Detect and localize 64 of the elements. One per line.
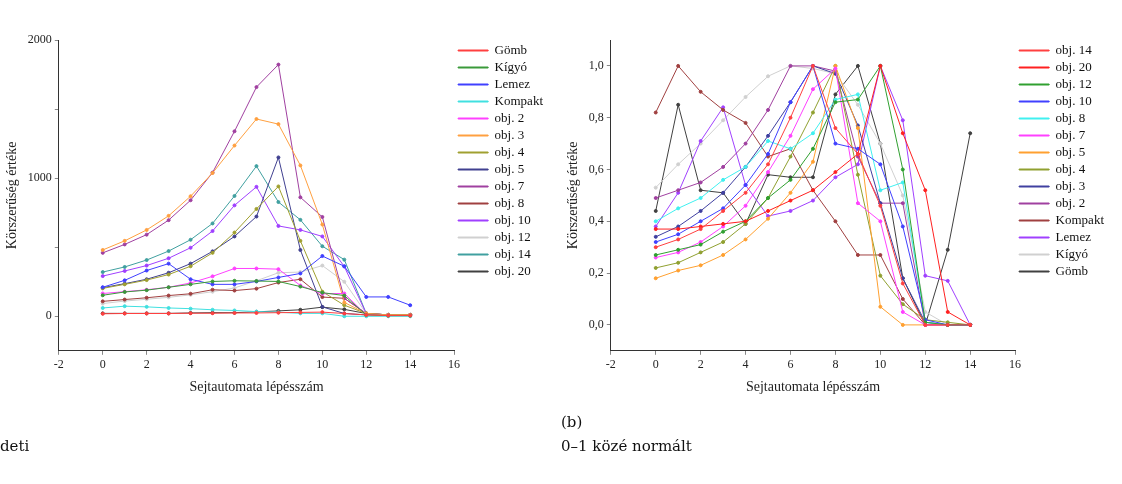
legend-label: obj. 5	[494, 160, 525, 176]
legend-label: obj. 20	[1055, 58, 1092, 74]
x-tick-label: 10	[874, 357, 887, 372]
x-tick-label: 16	[448, 357, 461, 372]
y-tick-label: 1,0	[588, 58, 604, 73]
legend-label: Kompakt	[494, 92, 544, 108]
x-tick-label: 8	[832, 357, 839, 372]
x-tick-label: 8	[275, 357, 282, 372]
x-tick-label: 10	[316, 357, 329, 372]
legend-label: obj. 4	[1055, 160, 1086, 176]
legend-label: obj. 5	[1055, 143, 1086, 159]
legend-label: obj. 10	[1055, 92, 1092, 108]
x-tick-label: 6	[787, 357, 794, 372]
y-tick-label: 0	[45, 308, 52, 323]
y-tick-label: 0,4	[588, 213, 604, 228]
x-tick-label: 0	[652, 357, 659, 372]
y-tick-label: 0,0	[588, 317, 604, 332]
text: (b)	[561, 412, 584, 433]
x-tick-label: 12	[919, 357, 932, 372]
x-tick-label: 4	[742, 357, 749, 372]
x-tick-label: 2	[697, 357, 704, 372]
legend-label: obj. 14	[494, 245, 532, 261]
legend-label: Kígyó	[1055, 245, 1089, 261]
y-axis-title: Körszerűség értéke	[4, 141, 20, 250]
x-tick-label: 2	[143, 357, 150, 372]
x-tick-label: 0	[99, 357, 106, 372]
legend-label: obj. 10	[494, 211, 531, 227]
text: 0–1 közé normált	[561, 436, 693, 457]
legend-label: obj. 12	[494, 228, 531, 244]
text: deti	[0, 436, 31, 457]
x-tick-label: 16	[1009, 357, 1022, 372]
x-tick-label: -2	[53, 357, 64, 372]
x-tick-label: 14	[404, 357, 417, 372]
legend-label: Gömb	[494, 41, 528, 57]
x-axis-title: Sejtautomata lépésszám	[745, 379, 881, 395]
y-tick-label: 0,6	[588, 161, 604, 176]
legend-label: obj. 2	[494, 109, 525, 125]
x-tick-label: 14	[964, 357, 977, 372]
x-tick-label: 12	[360, 357, 373, 372]
legend-label: obj. 3	[494, 126, 525, 142]
legend-label: Kompakt	[1055, 211, 1105, 227]
x-tick-label: -2	[605, 357, 616, 372]
legend-label: obj. 8	[494, 194, 525, 210]
legend-label: obj. 14	[1055, 41, 1093, 57]
legend-label: Gömb	[1055, 262, 1089, 278]
legend-label: obj. 3	[1055, 177, 1086, 193]
x-tick-label: 4	[187, 357, 194, 372]
legend-label: obj. 20	[494, 262, 531, 278]
x-tick-label: 6	[231, 357, 238, 372]
legend-label: obj. 4	[494, 143, 525, 159]
legend-label: obj. 7	[1055, 126, 1086, 142]
legend-label: obj. 2	[1055, 194, 1086, 210]
y-tick-label: 1000	[27, 170, 52, 185]
x-axis-title: Sejtautomata lépésszám	[189, 379, 324, 395]
legend-label: obj. 8	[1055, 109, 1086, 125]
legend-label: obj. 12	[1055, 75, 1092, 91]
legend-label: Lemez	[494, 75, 531, 91]
y-tick-label: 0,2	[588, 265, 604, 280]
y-axis-title: Körszerűség értéke	[565, 141, 581, 250]
legend-label: obj. 7	[494, 177, 525, 193]
legend-label: Kígyó	[494, 58, 528, 74]
y-tick-label: 0,8	[588, 109, 604, 124]
legend-label: Lemez	[1055, 228, 1092, 244]
y-tick-label: 2000	[27, 32, 52, 47]
